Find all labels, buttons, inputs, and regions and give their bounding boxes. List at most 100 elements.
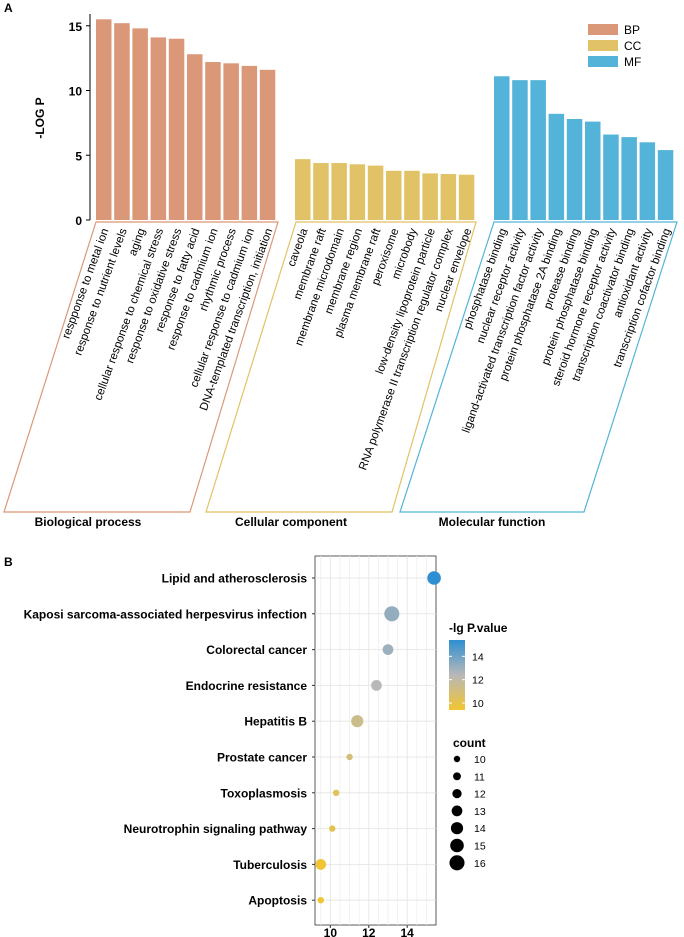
y-tick-label: 5: [75, 149, 82, 163]
group-bracket: [205, 221, 477, 513]
bar-membrane-region: [349, 164, 366, 220]
bar-transcription-cofactor-binding: [657, 150, 674, 220]
dot-endocrine-resistance: [371, 680, 382, 691]
bar-protein-phosphatase-binding: [585, 121, 601, 220]
bar-steroid-hormone-receptor-activity: [603, 134, 619, 220]
bar-transcription-coactivator-binding: [621, 137, 637, 220]
size-legend-label: 13: [474, 806, 486, 818]
y-tick-label: 10: [69, 85, 83, 99]
legend-label: CC: [624, 39, 642, 53]
dot-neurotrophin-signaling-pathway: [329, 825, 336, 832]
size-legend-label: 14: [474, 823, 486, 835]
group-title: Cellular component: [235, 515, 347, 529]
legend-label: BP: [624, 23, 640, 37]
pathway-label-prostate-cancer: Prostate cancer: [217, 751, 307, 765]
dot-lipid-and-atherosclerosis: [427, 571, 441, 585]
color-bar-label: 12: [472, 675, 484, 687]
dot-tuberculosis: [315, 859, 327, 870]
bar-plasma-membrane-raft: [367, 165, 384, 220]
size-legend-dot: [449, 855, 465, 871]
bar-nuclear-envelope: [458, 174, 475, 220]
bar-low-density-lipoprotein-particle: [422, 173, 438, 220]
pathway-label-hepatitis-b: Hepatitis B: [244, 715, 307, 729]
dot-hepatitis-b: [351, 715, 364, 728]
group-bracket: [3, 221, 279, 513]
grid: [315, 556, 436, 925]
color-bar: [449, 640, 465, 710]
group-bracket: [399, 221, 678, 513]
dot-kaposi-sarcoma-associated-herpesvirus-infection: [384, 606, 400, 622]
color-legend: -lg P.value 10 12 14: [449, 621, 508, 710]
pathway-label-endocrine-resistance: Endocrine resistance: [186, 679, 308, 693]
y-axis-title: -LOG P: [33, 97, 47, 138]
size-legend-dot: [451, 805, 463, 817]
bar-microbody: [404, 170, 420, 220]
size-legend-dot: [452, 788, 462, 799]
group-title: Biological process: [35, 515, 142, 529]
bar-nuclear-receptor-activity: [512, 80, 528, 221]
size-legend-title: count: [453, 736, 486, 750]
size-legend-label: 12: [474, 789, 486, 801]
x-tick-label: 12: [362, 926, 376, 937]
bar-response-to-nutrient-levels: [114, 23, 130, 220]
plot-panel: [314, 555, 437, 926]
bar-rhythmic-process: [223, 63, 239, 221]
color-bar-label: 14: [472, 651, 484, 663]
bar-phosphatase-binding: [494, 76, 510, 221]
legend-label: MF: [624, 55, 641, 69]
pathway-label-kaposi-sarcoma-associated-herpesvirus-infection: Kaposi sarcoma-associated herpesvirus in…: [24, 607, 307, 621]
panel-b-dot-plot: 10 12 14 Lipid and atherosclerosis Kaposi sa…: [24, 555, 508, 937]
bar-cellular-response-to-chemical-stress: [150, 37, 167, 220]
panel-a-label: A: [4, 1, 13, 15]
bar-antioxidant-activity: [639, 142, 656, 220]
dot-toxoplasmosis: [332, 789, 340, 796]
legend-swatch-bp: [588, 24, 618, 35]
y-tick-label: 0: [75, 214, 82, 228]
legend-swatch-cc: [588, 40, 618, 51]
bar-response-to-oxidative-stress: [168, 38, 185, 220]
bar-protein-phosphatase-2a-binding: [548, 113, 565, 220]
size-legend-label: 10: [474, 754, 486, 766]
group-title: Molecular function: [439, 515, 546, 529]
dot-prostate-cancer: [346, 753, 353, 761]
dot-apoptosis: [317, 897, 324, 904]
pathway-label-tuberculosis: Tuberculosis: [233, 858, 307, 872]
size-legend-dot: [453, 755, 461, 763]
bar-aging: [132, 28, 148, 220]
legend: BP CC MF: [588, 23, 642, 69]
panel-b-label: B: [4, 555, 13, 569]
color-bar-label: 10: [472, 698, 484, 710]
color-legend-title: -lg P.value: [449, 621, 508, 635]
size-legend-label: 15: [474, 841, 486, 853]
pathway-label-neurotrophin-signaling-pathway: Neurotrophin signaling pathway: [124, 822, 308, 836]
dot-colorectal-cancer: [382, 644, 394, 655]
bar-ligand-activated-transcription-factor-activity: [530, 80, 546, 221]
bar-dna-templated-transcription-initiation: [259, 69, 276, 221]
y-tick-label: 15: [69, 20, 83, 34]
size-legend-label: 16: [474, 858, 486, 870]
bar-response-to-fatty-acid: [187, 54, 203, 220]
bar-membrane-microdomain: [331, 163, 347, 220]
bar-protease-binding: [566, 119, 583, 220]
pathway-label-colorectal-cancer: Colorectal cancer: [206, 643, 307, 657]
size-legend-dot: [450, 838, 464, 853]
size-legend-label: 11: [474, 771, 485, 783]
bar-rna-polymerase-ii-transcription-regulator-complex: [440, 174, 457, 220]
bar-cellular-response-to-cadmium-ion: [241, 65, 258, 221]
x-tick-label: 10: [324, 926, 338, 937]
pathway-label-lipid-and-atherosclerosis: Lipid and atherosclerosis: [162, 572, 308, 586]
bar-respponse-to-metal-ion: [96, 19, 112, 220]
x-tick-label: 14: [401, 926, 415, 937]
bar-peroxisome: [386, 170, 402, 220]
size-legend: count 10 11 12 13 14 15 16: [449, 736, 486, 871]
pathway-label-apoptosis: Apoptosis: [248, 894, 307, 908]
size-legend-dot: [453, 772, 461, 781]
bar-response-to-cadmium-ion: [205, 62, 221, 221]
category-label: ligand-activated transcription factor ac…: [461, 227, 546, 435]
pathway-label-toxoplasmosis: Toxoplasmosis: [221, 786, 308, 800]
legend-swatch-mf: [588, 56, 618, 67]
